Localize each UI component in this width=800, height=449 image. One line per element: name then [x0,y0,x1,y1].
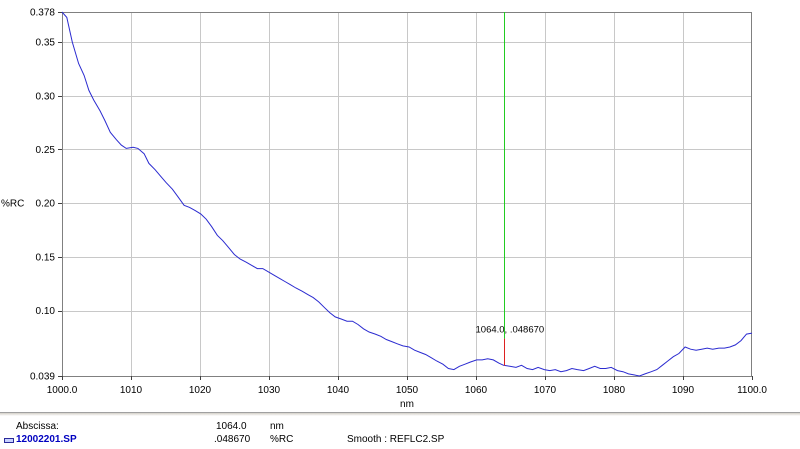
y-tick-label: 0.35 [36,38,56,49]
y-axis-title: %RC [1,199,24,210]
ordinate-unit: %RC [270,434,294,445]
spectrum-file-icon [4,438,14,443]
y-tick-label: 0.20 [36,199,56,210]
spectrum-series-line [61,11,753,377]
x-tick-label: 1000.0 [47,385,78,396]
x-tick-label: 1040 [327,385,350,396]
cursor-value-label: 1064.0, .048670 [476,325,545,336]
x-tick-label: 1070 [534,385,557,396]
panel-divider[interactable] [0,412,800,416]
x-axis-title: nm [400,399,414,410]
cursor-info-panel: Abscissa: 1064.0 nm 12002201.SP .048670 … [0,412,800,449]
y-tick-label: 0.30 [36,91,56,102]
abscissa-unit: nm [270,421,284,432]
abscissa-label: Abscissa: [16,421,59,432]
spectrum-file-name[interactable]: 12002201.SP [16,434,77,445]
y-tick-label: 0.10 [36,306,56,317]
y-tick-label: 0.378 [30,8,55,19]
x-tick-label: 1080 [603,385,626,396]
x-tick-label: 1050 [396,385,419,396]
x-tick-label: 1090 [672,385,695,396]
x-tick-label: 1010 [120,385,143,396]
smooth-setting-text: Smooth : REFLC2.SP [347,434,445,445]
abscissa-value: 1064.0 [216,421,247,432]
ordinate-value: .048670 [214,434,251,445]
x-tick-label: 1060 [465,385,488,396]
x-tick-label: 1100.0 [737,385,767,396]
x-tick-label: 1030 [258,385,281,396]
y-tick-label: 0.15 [36,252,56,263]
chart-svg[interactable]: 1000.0 1010 1020 1030 1040 1050 1060 1070 1080 10… [0,0,800,412]
y-tick-label: 0.039 [30,372,55,383]
spectrum-chart[interactable]: 1000.0 1010 1020 1030 1040 1050 1060 1070 1080 10… [0,0,800,412]
y-tick-label: 0.25 [36,145,56,156]
x-tick-label: 1020 [189,385,212,396]
